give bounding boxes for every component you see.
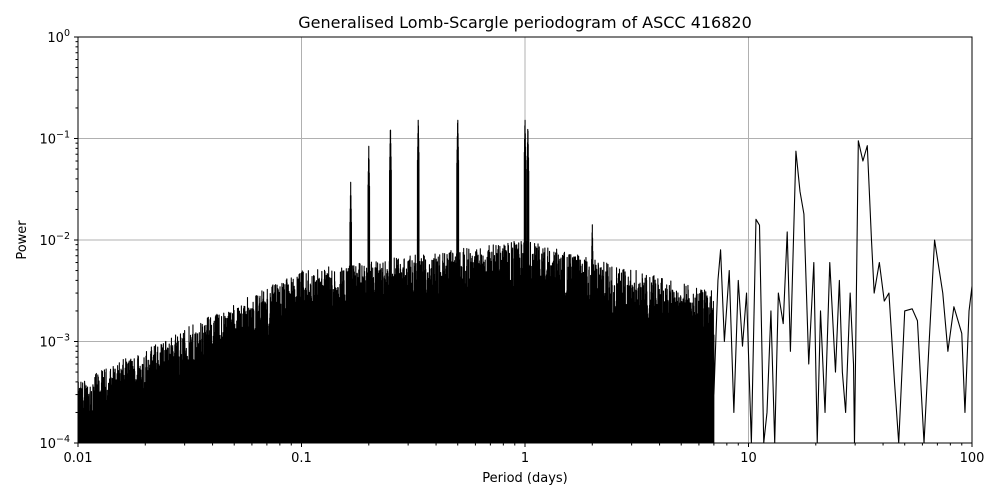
x-tick-label: 100 bbox=[960, 451, 985, 466]
y-axis-ticks: 10−4 10−3 10−2 10−1 100 bbox=[39, 28, 78, 452]
x-axis-ticks: 0.01 0.1 1 10 100 bbox=[64, 443, 985, 466]
y-tick-label: 10−3 bbox=[39, 333, 70, 351]
y-tick-label: 10−4 bbox=[39, 434, 70, 452]
x-tick-label: 1 bbox=[521, 451, 529, 466]
x-tick-label: 0.1 bbox=[291, 451, 312, 466]
y-axis-label: Power bbox=[15, 220, 30, 260]
y-tick-label: 10−2 bbox=[39, 231, 70, 249]
x-tick-label: 0.01 bbox=[64, 451, 93, 466]
x-axis-label: Period (days) bbox=[482, 471, 568, 486]
power-series-line bbox=[78, 119, 972, 443]
plot-area bbox=[78, 119, 972, 443]
x-tick-label: 10 bbox=[740, 451, 757, 466]
y-tick-label: 100 bbox=[47, 28, 70, 46]
chart-title: Generalised Lomb-Scargle periodogram of … bbox=[298, 13, 752, 32]
y-tick-label: 10−1 bbox=[39, 130, 70, 148]
